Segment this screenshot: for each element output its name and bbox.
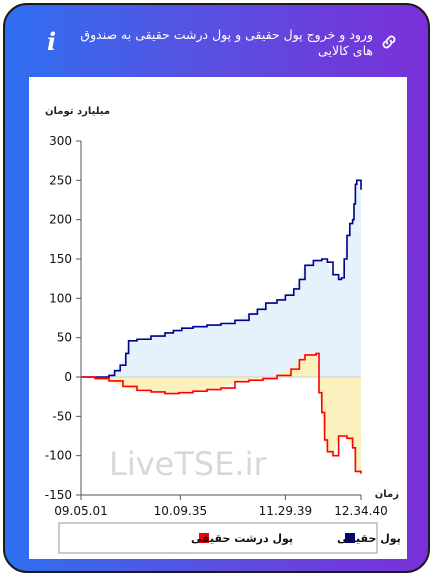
series-1-line [81,352,362,474]
y-tick-label-3: 150 [49,252,72,266]
x-tick-label-2: 11.29.39 [259,504,312,518]
y-tick-label-6: 0 [64,370,72,384]
y-tick-label-0: 300 [49,134,72,148]
legend-swatch-0 [345,533,355,543]
card-header: i ورود و خروج پول حقیقی و پول درشت حقیقی… [5,5,428,77]
watermark: LiveTSE.ir [109,445,267,483]
x-tick-label-1: 10.09.35 [154,504,207,518]
legend-label-1: پول درشت حقیقی [191,532,293,545]
series-0-line [81,179,362,378]
y-tick-label-8: -100 [45,449,72,463]
y-tick-label-7: -50 [52,409,72,423]
link-icon[interactable] [380,33,398,51]
chart-card: i ورود و خروج پول حقیقی و پول درشت حقیقی… [3,3,430,573]
x-tick-label-3: 12.34.40 [334,504,387,518]
legend-label-0: پول حقیقی [337,532,401,545]
series-0-area [81,180,361,377]
chart-title: ورود و خروج پول حقیقی و پول درشت حقیقی ب… [80,27,373,58]
x-axis-label: زمان [375,489,399,500]
y-tick-label-5: 50 [57,331,72,345]
chart-svg: 300 250 200 150 100 50 0 -50 -100 -150 09.05.01 10.… [45,106,401,554]
legend-swatch-1 [199,533,209,543]
y-tick-label-4: 100 [49,291,72,305]
info-icon[interactable]: i [47,27,57,56]
legend-box [58,522,378,554]
y-tick-label-1: 250 [49,173,72,187]
legend: پول حقیقی پول درشت حقیقی [58,522,401,554]
y-tick-label-2: 200 [49,213,72,227]
y-tick-label-9: -150 [45,488,72,502]
series-1-area [81,353,361,474]
chart-panel: 300 250 200 150 100 50 0 -50 -100 -150 09.05.01 10.… [29,77,407,559]
x-tick-label-0: 09.05.01 [54,504,107,518]
y-axis-label: میلیارد تومان [45,106,110,117]
